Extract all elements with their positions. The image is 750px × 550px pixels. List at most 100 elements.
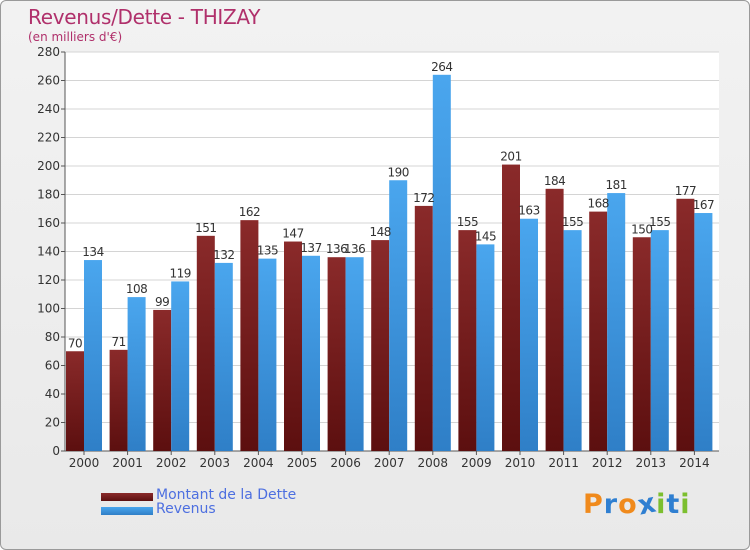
x-tick-label: 2004 bbox=[243, 456, 274, 470]
bar-debt bbox=[458, 230, 477, 451]
data-label-debt: 184 bbox=[544, 174, 565, 188]
x-tick-label: 2000 bbox=[69, 456, 100, 470]
bar-debt bbox=[327, 257, 346, 451]
data-label-revenue: 137 bbox=[300, 241, 321, 255]
bar-debt bbox=[240, 220, 259, 451]
bar-revenue bbox=[302, 255, 320, 451]
data-label-debt: 172 bbox=[413, 191, 434, 205]
data-label-revenue: 108 bbox=[126, 282, 147, 296]
y-tick-label: 80 bbox=[45, 330, 60, 344]
bar-revenue bbox=[214, 262, 233, 451]
y-tick-label: 180 bbox=[37, 188, 60, 202]
bar-revenue bbox=[345, 257, 364, 451]
x-tick-label: 2011 bbox=[548, 456, 579, 470]
y-tick-label: 240 bbox=[37, 102, 60, 116]
y-tick-label: 140 bbox=[37, 245, 60, 259]
bar-revenue bbox=[258, 258, 277, 451]
bar-debt bbox=[284, 241, 302, 451]
x-tick-label: 2010 bbox=[505, 456, 536, 470]
data-label-debt: 151 bbox=[195, 221, 216, 235]
data-label-debt: 155 bbox=[457, 215, 478, 229]
logo-letter: i bbox=[680, 489, 691, 520]
logo-letter: r bbox=[603, 489, 619, 520]
data-label-debt: 201 bbox=[500, 150, 521, 164]
y-tick-label: 120 bbox=[37, 273, 60, 287]
bar-debt bbox=[153, 309, 172, 451]
data-label-debt: 150 bbox=[631, 222, 652, 236]
data-label-debt: 177 bbox=[675, 184, 696, 198]
bar-debt bbox=[676, 198, 695, 451]
bar-debt bbox=[589, 211, 608, 451]
bar-revenue bbox=[476, 244, 495, 451]
data-label-revenue: 163 bbox=[518, 204, 539, 218]
data-label-revenue: 134 bbox=[82, 245, 103, 259]
data-label-debt: 70 bbox=[68, 336, 82, 350]
x-tick-label: 2006 bbox=[330, 456, 361, 470]
bar-debt bbox=[545, 188, 564, 452]
data-label-debt: 99 bbox=[155, 295, 169, 309]
data-label-debt: 147 bbox=[282, 227, 303, 241]
chart-subtitle: (en milliers d'€) bbox=[28, 30, 123, 44]
data-label-revenue: 136 bbox=[344, 242, 365, 256]
bar-debt bbox=[414, 205, 433, 451]
data-label-revenue: 167 bbox=[693, 198, 714, 212]
x-tick-label: 2001 bbox=[112, 456, 143, 470]
data-label-debt: 136 bbox=[326, 242, 347, 256]
x-tick-label: 2009 bbox=[461, 456, 492, 470]
y-tick-label: 100 bbox=[37, 302, 60, 316]
bar-revenue bbox=[389, 180, 408, 451]
x-tick-label: 2002 bbox=[156, 456, 187, 470]
bar-revenue bbox=[127, 297, 146, 451]
data-label-debt: 162 bbox=[239, 205, 260, 219]
data-label-revenue: 264 bbox=[431, 60, 452, 74]
bar-debt bbox=[371, 240, 390, 451]
bar-debt bbox=[109, 349, 128, 451]
data-label-revenue: 155 bbox=[562, 215, 583, 229]
x-tick-label: 2007 bbox=[374, 456, 405, 470]
bar-revenue bbox=[650, 230, 669, 451]
bar-revenue bbox=[520, 218, 538, 451]
y-tick-label: 40 bbox=[45, 387, 60, 401]
data-label-revenue: 119 bbox=[169, 266, 190, 280]
bar-revenue bbox=[84, 260, 102, 451]
logo-letter: o bbox=[618, 489, 638, 520]
chart-title: Revenus/Dette - THIZAY bbox=[28, 5, 261, 29]
y-tick-label: 260 bbox=[37, 74, 60, 88]
x-tick-label: 2013 bbox=[636, 456, 667, 470]
x-tick-label: 2008 bbox=[418, 456, 449, 470]
data-label-revenue: 135 bbox=[257, 244, 278, 258]
bar-debt bbox=[502, 164, 520, 451]
data-label-revenue: 145 bbox=[475, 229, 496, 243]
data-label-revenue: 132 bbox=[213, 248, 234, 262]
data-label-revenue: 155 bbox=[649, 215, 670, 229]
bar-revenue bbox=[432, 74, 451, 452]
bar-revenue bbox=[563, 230, 582, 451]
x-tick-label: 2014 bbox=[679, 456, 710, 470]
data-label-debt: 71 bbox=[111, 335, 125, 349]
legend-label-debt: Montant de la Dette bbox=[156, 487, 297, 503]
legend-swatch-revenue bbox=[101, 507, 153, 515]
data-label-debt: 148 bbox=[369, 225, 390, 239]
logo-letter: t bbox=[666, 489, 681, 520]
logo-letter: i bbox=[656, 489, 667, 520]
x-tick-label: 2003 bbox=[200, 456, 231, 470]
proxiti-logo: Proxiti bbox=[583, 487, 691, 521]
bar-revenue bbox=[171, 281, 190, 451]
bar-debt bbox=[196, 235, 215, 451]
logo-letter: P bbox=[583, 489, 604, 520]
bar-debt bbox=[632, 237, 651, 451]
y-tick-label: 0 bbox=[52, 444, 60, 458]
data-label-revenue: 190 bbox=[387, 165, 408, 179]
y-tick-label: 60 bbox=[45, 359, 60, 373]
x-axis-ticks: 2000 2001 2002 2003 2004 2005 2006 2007 2008 2009… bbox=[69, 451, 710, 470]
bars bbox=[66, 74, 713, 452]
x-tick-label: 2005 bbox=[287, 456, 318, 470]
y-tick-label: 280 bbox=[37, 45, 60, 59]
legend-label-revenue: Revenus bbox=[156, 501, 216, 517]
y-tick-label: 20 bbox=[45, 416, 60, 430]
data-label-debt: 168 bbox=[587, 197, 608, 211]
y-tick-label: 200 bbox=[37, 159, 60, 173]
